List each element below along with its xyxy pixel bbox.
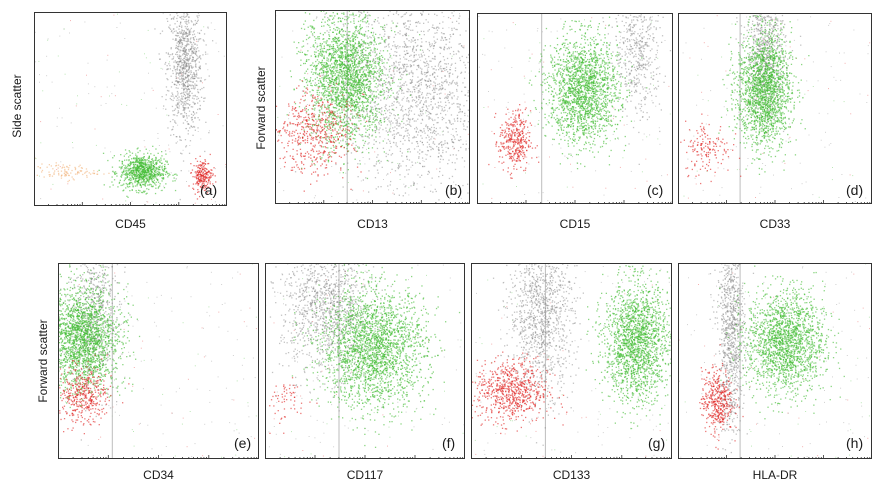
scatter-svg-a xyxy=(34,12,227,206)
population-green-b xyxy=(278,10,422,180)
scatter-svg-e xyxy=(58,263,259,459)
population-green-e xyxy=(58,264,141,409)
panel-letter-c: (c) xyxy=(647,182,663,198)
noise-dots-b xyxy=(275,13,470,204)
population-green-d xyxy=(718,15,810,175)
scatter-svg-f xyxy=(265,263,465,459)
population-orange-a xyxy=(34,157,110,183)
xlabel-f: CD117 xyxy=(265,468,465,482)
x-ticks-b xyxy=(275,200,469,204)
x-ticks-c xyxy=(477,200,672,204)
panel-letter-h: (h) xyxy=(846,435,863,451)
population-gray-f xyxy=(269,263,421,412)
population-red-f xyxy=(269,377,318,434)
xlabel-e: CD34 xyxy=(58,468,259,482)
xlabel-g: CD133 xyxy=(471,468,672,482)
plot-g xyxy=(471,263,672,459)
plot-e xyxy=(58,263,259,459)
plot-a xyxy=(34,12,227,206)
plot-f xyxy=(265,263,465,459)
xlabel-a: CD45 xyxy=(34,217,227,231)
population-green-g xyxy=(585,265,672,430)
panel-letter-g: (g) xyxy=(648,435,665,451)
population-red-a xyxy=(188,153,217,200)
scatter-svg-c xyxy=(477,13,673,204)
population-green-f xyxy=(291,263,461,448)
noise-dots-d xyxy=(682,13,872,203)
plot-h xyxy=(678,263,872,459)
x-ticks-h xyxy=(678,455,871,459)
population-red-c xyxy=(488,104,540,179)
panel-letter-d: (d) xyxy=(846,182,863,198)
noise-dots-h xyxy=(678,263,872,459)
population-red-h xyxy=(699,344,744,450)
plot-b xyxy=(275,10,470,204)
xlabel-c: CD15 xyxy=(477,217,673,231)
population-gray-g xyxy=(492,263,584,446)
population-gray-c xyxy=(602,14,672,165)
population-red-d xyxy=(680,113,742,185)
x-ticks-f xyxy=(265,455,464,459)
x-ticks-g xyxy=(471,455,671,459)
panel-letter-a: (a) xyxy=(200,182,217,198)
ylabel-side-scatter: Side scatter xyxy=(10,74,24,137)
scatter-svg-d xyxy=(678,13,872,204)
population-red-e xyxy=(58,354,130,435)
ylabel-forward-scatter-bottom: Forward scatter xyxy=(36,319,50,402)
xlabel-h: HLA-DR xyxy=(678,468,872,482)
scatter-svg-b xyxy=(275,10,470,204)
noise-dots-a xyxy=(34,13,227,206)
population-red-b xyxy=(275,75,368,192)
plot-c xyxy=(477,13,673,204)
population-gray-a xyxy=(154,12,214,201)
x-ticks-d xyxy=(678,200,871,204)
noise-dots-g xyxy=(471,266,672,459)
population-green-a xyxy=(98,145,178,198)
x-ticks-e xyxy=(58,455,258,459)
plot-d xyxy=(678,13,872,204)
panel-letter-b: (b) xyxy=(445,182,462,198)
xlabel-d: CD33 xyxy=(678,217,872,231)
panel-letter-f: (f) xyxy=(442,435,455,451)
scatter-svg-g xyxy=(471,263,672,459)
xlabel-b: CD13 xyxy=(275,217,470,231)
panel-letter-e: (e) xyxy=(234,435,251,451)
ylabel-forward-scatter-top: Forward scatter xyxy=(254,66,268,149)
population-green-h xyxy=(719,265,845,420)
plot-frame-c xyxy=(477,13,673,204)
scatter-svg-h xyxy=(678,263,872,459)
x-ticks-a xyxy=(34,202,226,206)
population-green-c xyxy=(527,16,648,170)
population-red-g xyxy=(471,351,568,435)
